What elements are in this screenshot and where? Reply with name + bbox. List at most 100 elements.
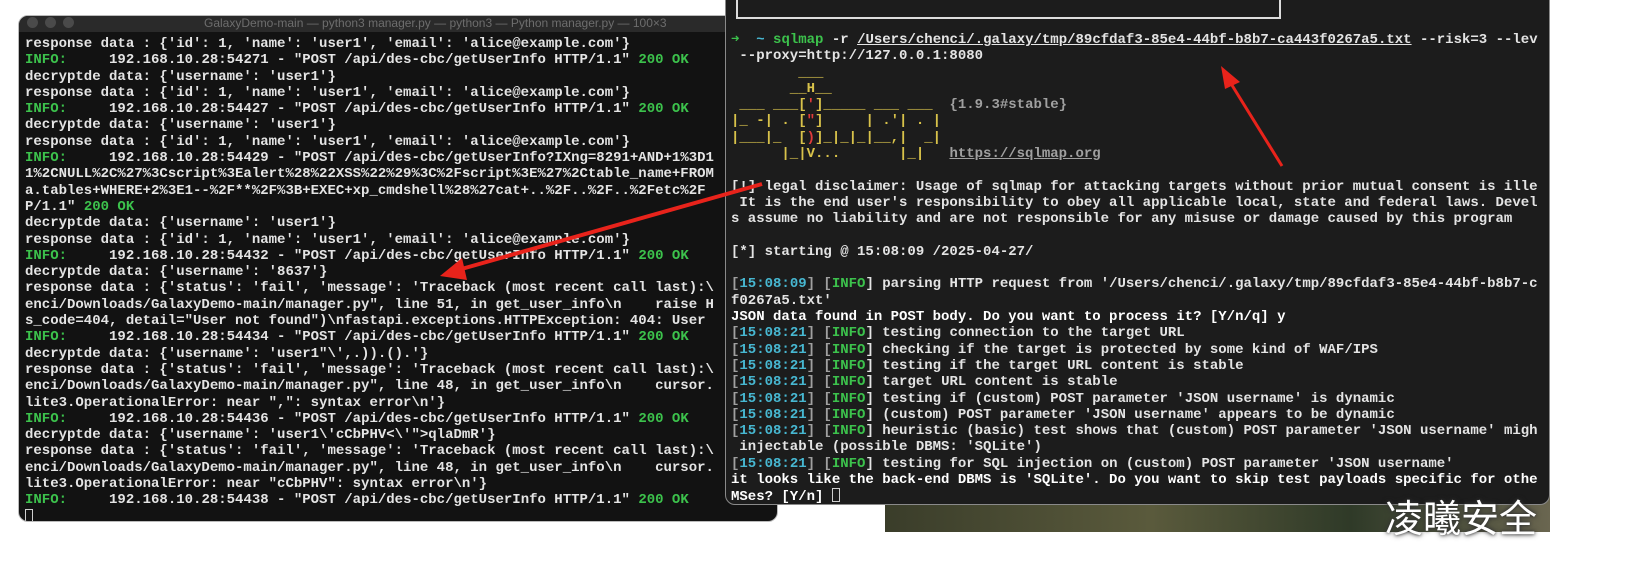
text-segment: 192.168.10.28:54438 - "POST /api/des-cbc… xyxy=(67,492,639,509)
terminal-line: decryptde data: {'username': 'user1"\',.… xyxy=(25,346,714,362)
blank-line xyxy=(731,162,1538,178)
terminal-line: [15:08:21] [INFO] testing if (custom) PO… xyxy=(731,391,1538,407)
text-segment: 200 OK xyxy=(638,52,689,69)
terminal-line: response data : {'id': 1, 'name': 'user1… xyxy=(25,36,714,52)
terminal-line: injectable (possible DBMS: 'SQLite') xyxy=(731,439,1538,455)
text-segment: ] [ xyxy=(806,357,832,374)
terminal-line: it looks like the back-end DBMS is 'SQLi… xyxy=(731,472,1538,488)
text-segment: decryptde data: {'username': 'user1'} xyxy=(25,215,336,232)
terminal-line: [15:08:21] [INFO] (custom) POST paramete… xyxy=(731,407,1538,423)
text-segment: |___|_ [ xyxy=(731,129,807,146)
text-segment: 15:08:21 xyxy=(739,357,807,374)
terminal-line: 1%2CNULL%2C%27%3Cscript%3Ealert%28%22XSS… xyxy=(25,166,714,182)
text-segment: 192.168.10.28:54427 - "POST /api/des-cbc… xyxy=(67,101,639,118)
text-segment: [ xyxy=(731,423,740,440)
terminal-line: JSON data found in POST body. Do you wan… xyxy=(731,309,1538,325)
text-segment: |_|V... |_| xyxy=(731,146,950,163)
text-segment: INFO xyxy=(831,390,866,407)
text-segment: sqlmap xyxy=(773,32,824,48)
terminal-line: |_|V... |_| https://sqlmap.org xyxy=(731,146,1538,162)
text-segment: response data : {'status': 'fail', 'mess… xyxy=(25,361,714,378)
text-segment: It is the end user's responsibility to o… xyxy=(731,194,1538,211)
text-segment: [ xyxy=(731,455,740,472)
text-segment: [ xyxy=(731,276,740,293)
text-segment: s assume no liability and are not respon… xyxy=(731,211,1513,228)
text-segment: ] [ xyxy=(806,374,832,391)
terminal-line: [15:08:09] [INFO] parsing HTTP request f… xyxy=(731,276,1538,292)
terminal-line: |___|_ [)]_|_|_|__,| _| xyxy=(731,130,1538,146)
cursor xyxy=(831,488,840,503)
text-segment: 192.168.10.28:54271 - "POST /api/des-cbc… xyxy=(67,52,639,69)
window-title: GalaxyDemo-main — python3 manager.py — p… xyxy=(204,16,667,30)
text-segment: ]_|_|_|__,| _| xyxy=(815,129,942,146)
text-segment: ~ xyxy=(739,32,774,48)
text-segment: ) xyxy=(806,129,816,146)
terminal-line: INFO: 192.168.10.28:54432 - "POST /api/d… xyxy=(25,248,714,264)
text-segment: enci/Downloads/GalaxyDemo-main/manager.p… xyxy=(25,296,714,313)
text-segment: ] testing if the target URL content is s… xyxy=(865,357,1244,374)
terminal-line: f0267a5.txt' xyxy=(731,293,1538,309)
window-controls xyxy=(27,17,81,31)
terminal-output: response data : {'id': 1, 'name': 'user1… xyxy=(25,36,714,521)
terminal-line xyxy=(25,508,714,521)
text-segment: injectable (possible DBMS: 'SQLite') xyxy=(731,439,1042,456)
close-button[interactable] xyxy=(27,17,38,28)
terminal-line: INFO: 192.168.10.28:54271 - "POST /api/d… xyxy=(25,52,714,68)
terminal-line: INFO: 192.168.10.28:54438 - "POST /api/d… xyxy=(25,492,714,508)
text-segment: enci/Downloads/GalaxyDemo-main/manager.p… xyxy=(25,378,714,395)
text-segment: ___ ___[ xyxy=(731,97,807,114)
terminal-line: decryptde data: {'username': 'user1'} xyxy=(25,215,714,231)
text-segment: response data : {'id': 1, 'name': 'user1… xyxy=(25,84,630,101)
text-segment: INFO: xyxy=(25,101,68,118)
text-segment: {1.9.3#stable} xyxy=(949,97,1068,114)
text-segment: ] target URL content is stable xyxy=(865,374,1118,391)
text-segment: ] [ xyxy=(806,341,832,358)
terminal-line: ___ ___[']_____ ___ ___ {1.9.3#stable} xyxy=(731,97,1538,113)
text-segment: decryptde data: {'username': 'user1'} xyxy=(25,117,336,134)
text-segment: 15:08:21 xyxy=(739,325,807,342)
text-segment: [ xyxy=(731,374,740,391)
terminal-line: MSes? [Y/n] xyxy=(731,488,1538,504)
text-segment: ]_____ ___ ___ xyxy=(815,97,950,114)
terminal-line: response data : {'status': 'fail', 'mess… xyxy=(25,280,714,296)
text-segment: INFO xyxy=(831,341,866,358)
text-segment: ] (custom) POST parameter 'JSON username… xyxy=(865,406,1395,423)
blank-line xyxy=(731,260,1538,276)
text-segment: s_code=404, detail="User not found")\nfa… xyxy=(25,313,706,330)
text-segment: INFO: xyxy=(25,492,68,509)
terminal-line: [15:08:21] [INFO] checking if the target… xyxy=(731,342,1538,358)
text-segment: -r xyxy=(823,32,858,48)
text-segment: decryptde data: {'username': '8637'} xyxy=(25,264,328,281)
text-segment: __H__ xyxy=(731,80,832,97)
terminal-line: decryptde data: {'username': 'user1\'cCb… xyxy=(25,427,714,443)
text-segment: JSON data found in POST body. Do you wan… xyxy=(731,309,1286,326)
text-segment: " xyxy=(806,113,816,130)
terminal-line: INFO: 192.168.10.28:54434 - "POST /api/d… xyxy=(25,329,714,345)
text-segment: response data : {'id': 1, 'name': 'user1… xyxy=(25,36,630,52)
text-segment: INFO xyxy=(831,406,866,423)
text-segment: f0267a5.txt' xyxy=(731,292,832,309)
text-segment: ] [ xyxy=(806,455,832,472)
input-box xyxy=(736,0,1281,19)
terminal-line: response data : {'id': 1, 'name': 'user1… xyxy=(25,232,714,248)
text-segment: INFO: xyxy=(25,410,68,427)
text-segment: decryptde data: {'username': 'user1"\',.… xyxy=(25,345,429,362)
text-segment: P/1.1" xyxy=(25,198,84,215)
zoom-button[interactable] xyxy=(63,17,74,28)
text-segment: response data : {'id': 1, 'name': 'user1… xyxy=(25,231,630,248)
text-segment: ] testing if (custom) POST parameter 'JS… xyxy=(865,390,1395,407)
text-segment: INFO xyxy=(831,423,866,440)
terminal-line: lite3.OperationalError: near ",": syntax… xyxy=(25,395,714,411)
text-segment: enci/Downloads/GalaxyDemo-main/manager.p… xyxy=(25,459,714,476)
minimize-button[interactable] xyxy=(45,17,56,28)
text-segment: 200 OK xyxy=(638,101,689,118)
text-segment: decryptde data: {'username': 'user1\'cCb… xyxy=(25,427,496,444)
text-segment: 15:08:21 xyxy=(739,455,807,472)
text-segment: INFO xyxy=(831,325,866,342)
title-bar: GalaxyDemo-main — python3 manager.py — p… xyxy=(19,16,777,32)
terminal-line: INFO: 192.168.10.28:54429 - "POST /api/d… xyxy=(25,150,714,166)
text-segment: ] [ xyxy=(806,325,832,342)
terminal-line: enci/Downloads/GalaxyDemo-main/manager.p… xyxy=(25,460,714,476)
terminal-line: a.tables+WHERE+2%3E1--%2F**%2F%3B+EXEC+x… xyxy=(25,183,714,199)
